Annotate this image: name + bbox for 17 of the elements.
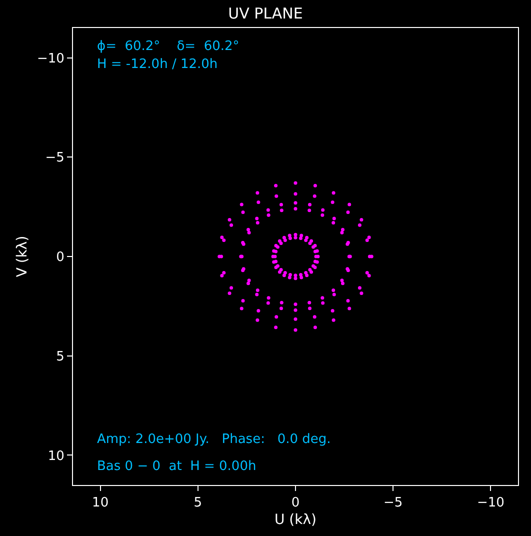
y-tick-label: 5 <box>56 349 64 364</box>
annotation: Bas 0 − 0 at H = 0.00h <box>97 459 256 474</box>
y-axis-title: V (kλ) <box>14 236 31 278</box>
x-tick-label: −10 <box>476 496 504 511</box>
x-tick-label: 0 <box>291 496 300 511</box>
y-tick-label: 10 <box>48 448 64 464</box>
x-axis-title: U (kλ) <box>274 512 317 528</box>
x-tick-label: −5 <box>384 496 403 511</box>
x-tick-label: 10 <box>92 496 109 511</box>
x-tick-label: 5 <box>194 496 202 511</box>
y-tick-label: 0 <box>56 250 64 266</box>
annotation: H = -12.0h / 12.0h <box>97 57 218 72</box>
y-tick-label: −5 <box>45 150 64 166</box>
y-tick-label: −10 <box>36 51 64 66</box>
annotation: Amp: 2.0e+00 Jy. Phase: 0.0 deg. <box>97 432 331 447</box>
chart-title: UV PLANE <box>228 4 303 23</box>
annotation: ϕ= 60.2° δ= 60.2° <box>97 39 240 54</box>
